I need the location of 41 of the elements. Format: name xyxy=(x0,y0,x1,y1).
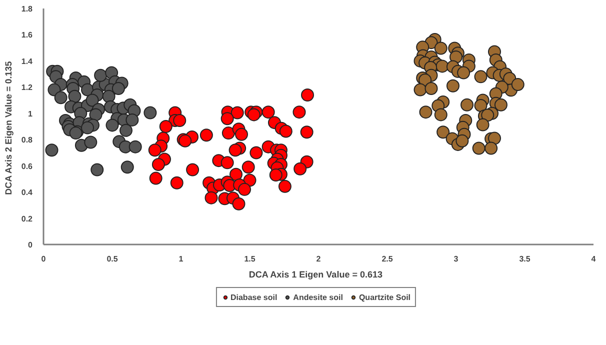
y-tick-label: 1.8 xyxy=(21,4,34,14)
point xyxy=(144,106,157,120)
legend-label: Diabase soil xyxy=(230,292,278,302)
point xyxy=(112,82,125,95)
x-tick-label: 0 xyxy=(41,254,46,264)
point xyxy=(128,140,142,154)
x-tick-label: 2 xyxy=(316,254,322,264)
point xyxy=(126,113,139,126)
legend-label: Quartzite Soil xyxy=(358,292,411,302)
point xyxy=(86,94,99,107)
x-tick-label: 1.5 xyxy=(244,254,256,264)
x-tick-label: 3.5 xyxy=(519,254,531,264)
y-tick-label: 1.4 xyxy=(21,56,34,66)
point xyxy=(106,118,119,132)
point xyxy=(94,68,108,82)
x-tick-label: 3 xyxy=(454,254,459,264)
x-tick-label: 1 xyxy=(178,254,184,264)
x-tick-label: 0.5 xyxy=(106,254,118,264)
point xyxy=(120,124,132,137)
y-tick-label: 0.2 xyxy=(21,214,34,224)
y-tick-label: 1.6 xyxy=(21,30,34,40)
point xyxy=(102,90,116,103)
y-tick-label: 0.4 xyxy=(21,188,34,198)
x-axis-title: DCA Axis 1 Eigen Value = 0.613 xyxy=(248,270,382,280)
point xyxy=(81,121,94,134)
y-tick-label: 0 xyxy=(28,240,34,250)
x-tick-label: 2.5 xyxy=(382,254,394,264)
y-tick-label: 1.2 xyxy=(21,83,34,92)
x-tick-label: 4 xyxy=(591,254,596,264)
point xyxy=(68,90,82,103)
y-tick-label: 1 xyxy=(28,109,34,118)
point xyxy=(45,144,58,157)
point xyxy=(120,160,134,174)
y-tick-label: 0.8 xyxy=(21,136,34,145)
y-axis-title: DCA Axis 2 Eigen Value = 0.135 xyxy=(3,61,14,195)
point xyxy=(84,136,98,149)
y-tick-label: 0.6 xyxy=(21,162,34,171)
point xyxy=(90,163,104,176)
legend-label: Andesite soil xyxy=(293,292,343,302)
point xyxy=(54,91,68,104)
point xyxy=(89,108,102,122)
